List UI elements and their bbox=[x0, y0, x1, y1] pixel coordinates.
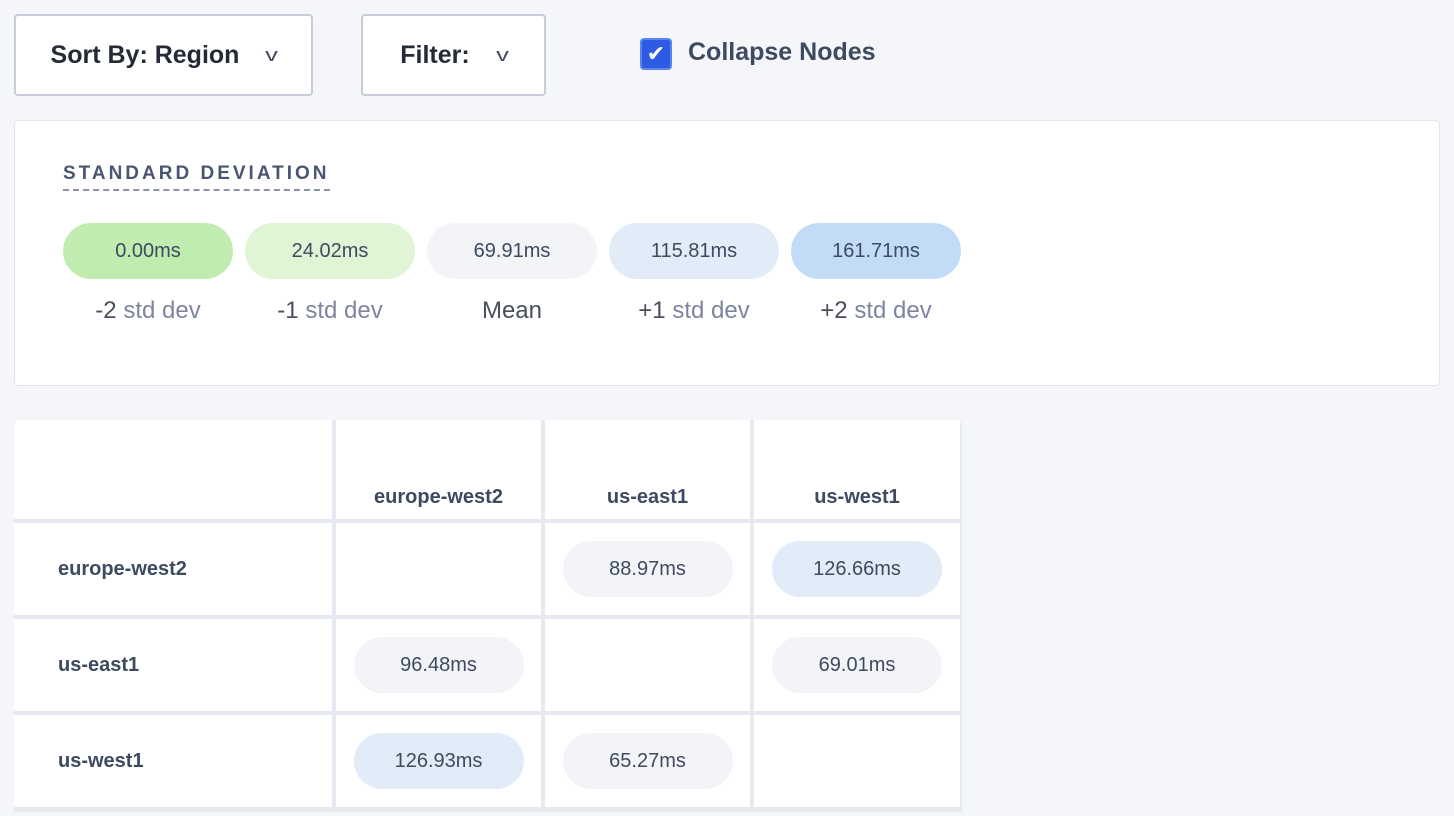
matrix-cell bbox=[336, 523, 541, 615]
chevron-down-icon: v bbox=[495, 44, 509, 65]
matrix-cell bbox=[754, 715, 960, 807]
latency-pill: 65.27ms bbox=[562, 733, 733, 789]
std-dev-prefix: +1 bbox=[638, 297, 666, 324]
std-dev-label: -2 std dev bbox=[63, 297, 233, 325]
std-dev-label: +1 std dev bbox=[609, 297, 779, 325]
std-dev-pill: 0.00ms bbox=[63, 223, 233, 279]
row-header: us-east1 bbox=[14, 619, 332, 711]
column-header: europe-west2 bbox=[336, 420, 541, 519]
std-dev-pill: 69.91ms bbox=[427, 223, 597, 279]
std-dev-legend-panel: STANDARD DEVIATION 0.00ms -2 std dev 24.02… bbox=[14, 120, 1440, 386]
std-dev-pill: 161.71ms bbox=[791, 223, 961, 279]
latency-pill: 126.93ms bbox=[353, 733, 524, 789]
latency-pill: 96.48ms bbox=[353, 637, 524, 693]
checkmark-icon: ✔ bbox=[646, 41, 666, 66]
sort-by-dropdown[interactable]: Sort By: Region v bbox=[14, 14, 313, 96]
column-header: us-west1 bbox=[754, 420, 960, 519]
std-dev-suffix: std dev bbox=[123, 297, 201, 324]
latency-pill: 69.01ms bbox=[772, 637, 942, 693]
std-dev-pill: 115.81ms bbox=[609, 223, 779, 279]
latency-matrix: europe-west2 us-east1 us-west1 europe-west2… bbox=[14, 420, 962, 812]
matrix-cell: 126.93ms bbox=[336, 715, 541, 807]
matrix-cell: 126.66ms bbox=[754, 523, 960, 615]
std-dev-prefix: -2 bbox=[95, 297, 117, 324]
matrix-cell: 96.48ms bbox=[336, 619, 541, 711]
collapse-nodes-checkbox[interactable]: ✔ bbox=[640, 38, 672, 70]
filter-dropdown[interactable]: Filter: v bbox=[361, 14, 546, 96]
chevron-down-icon: v bbox=[265, 44, 279, 65]
std-dev-label: +2 std dev bbox=[791, 297, 961, 325]
std-dev-suffix: std dev bbox=[672, 297, 750, 324]
row-header: us-west1 bbox=[14, 715, 332, 807]
corner-cell bbox=[14, 420, 332, 519]
collapse-nodes-label[interactable]: Collapse Nodes bbox=[688, 38, 876, 66]
std-dev-label: Mean bbox=[427, 297, 597, 325]
latency-pill: 126.66ms bbox=[772, 541, 942, 597]
filter-label: Filter: bbox=[400, 40, 470, 69]
matrix-cell: 88.97ms bbox=[545, 523, 750, 615]
std-dev-prefix: +2 bbox=[820, 297, 848, 324]
std-dev-pill: 24.02ms bbox=[245, 223, 415, 279]
row-header: europe-west2 bbox=[14, 523, 332, 615]
column-header: us-east1 bbox=[545, 420, 750, 519]
matrix-cell: 69.01ms bbox=[754, 619, 960, 711]
latency-pill: 88.97ms bbox=[562, 541, 733, 597]
matrix-cell: 65.27ms bbox=[545, 715, 750, 807]
std-dev-title: STANDARD DEVIATION bbox=[63, 163, 330, 191]
std-dev-prefix: Mean bbox=[481, 297, 543, 324]
sort-label: Sort By: Region bbox=[50, 40, 240, 69]
std-dev-prefix: -1 bbox=[277, 297, 299, 324]
std-dev-suffix: std dev bbox=[305, 297, 383, 324]
matrix-cell bbox=[545, 619, 750, 711]
std-dev-suffix: std dev bbox=[854, 297, 932, 324]
std-dev-label: -1 std dev bbox=[245, 297, 415, 325]
